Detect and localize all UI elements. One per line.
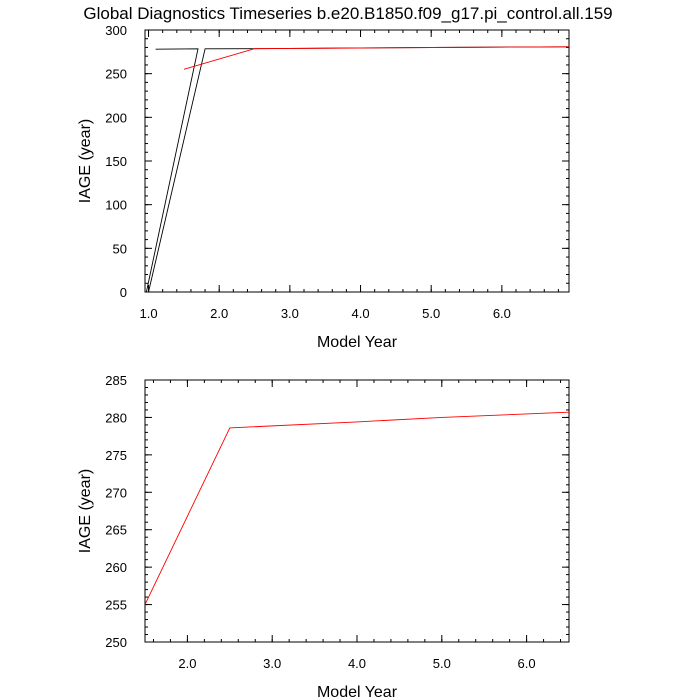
x-tick-label: 5.0	[433, 656, 451, 671]
y-tick-label: 285	[105, 373, 127, 388]
y-tick-label: 250	[105, 67, 127, 82]
series-line-3	[183, 46, 569, 70]
top-plot: 1.0 2.0 3.0 4.0 5.0 6.0 0 50 100 150 200 250 300 Mode…	[77, 23, 570, 351]
series-line-2	[145, 48, 199, 292]
x-tick-label: 6.0	[518, 656, 536, 671]
y-tick-label: 100	[105, 198, 127, 213]
y-axis-label: IAGE (year)	[77, 119, 94, 203]
x-tick-label: 1.0	[139, 306, 157, 321]
y-tick-label: 275	[105, 448, 127, 463]
x-tick-label: 4.0	[351, 306, 369, 321]
x-axis-label: Model Year	[317, 684, 398, 700]
y-tick-label: 260	[105, 560, 127, 575]
plot-frame	[144, 29, 570, 293]
y-tick-label: 0	[120, 285, 127, 300]
y-tick-label: 50	[113, 241, 127, 256]
y-tick-label: 270	[105, 485, 127, 500]
plot-frame	[144, 379, 570, 643]
y-tick-label: 200	[105, 110, 127, 125]
x-tick-label: 4.0	[348, 656, 366, 671]
y-tick-label: 150	[105, 154, 127, 169]
axis-ticks	[145, 379, 569, 643]
x-tick-label: 6.0	[493, 306, 511, 321]
chart-title: Global Diagnostics Timeseries b.e20.B185…	[83, 4, 612, 23]
x-tick-label: 3.0	[263, 656, 281, 671]
y-tick-label: 280	[105, 410, 127, 425]
y-tick-label: 250	[105, 635, 127, 650]
x-tick-label: 3.0	[281, 306, 299, 321]
x-tick-label: 5.0	[422, 306, 440, 321]
x-axis-label: Model Year	[317, 334, 398, 351]
y-tick-label: 255	[105, 598, 127, 613]
bottom-plot: 2.0 3.0 4.0 5.0 6.0 250 255 260 265 270 275 280 285 M…	[77, 373, 570, 700]
series-line-1	[148, 46, 569, 292]
x-tick-label: 2.0	[178, 656, 196, 671]
y-axis-label: IAGE (year)	[77, 469, 94, 553]
series-group	[145, 411, 569, 605]
y-tick-label: 265	[105, 523, 127, 538]
x-tick-label: 2.0	[210, 306, 228, 321]
series-line-1	[145, 411, 569, 605]
axis-ticks	[145, 29, 569, 293]
y-tick-label: 300	[105, 23, 127, 38]
series-group	[145, 46, 569, 292]
